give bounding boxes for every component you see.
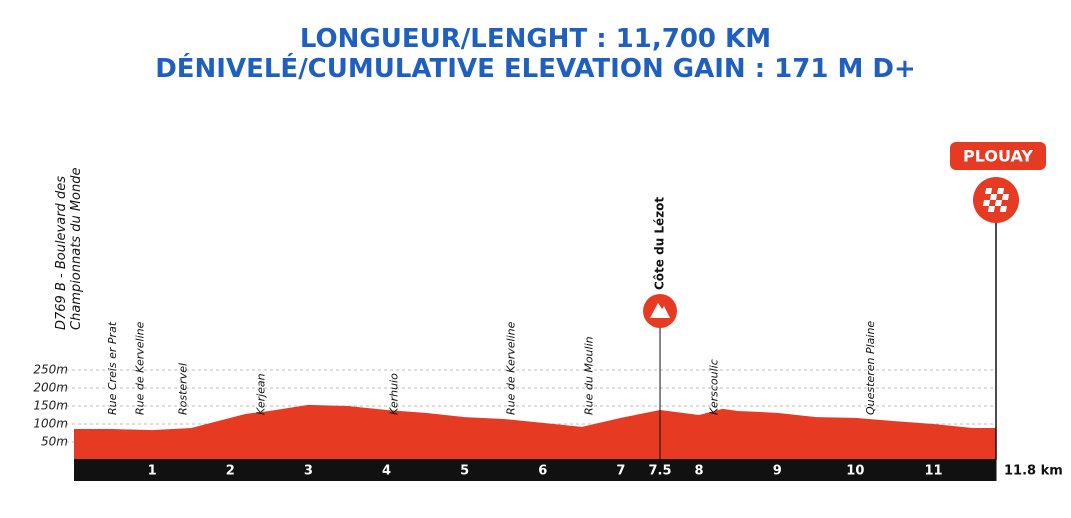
place-label: Rue de Kerveline [505,321,518,415]
y-tick-label: 150m [33,399,68,413]
x-tick-label: 8 [695,464,704,479]
place-label: Kerhuio [387,373,400,415]
x-tick-label: 4 [382,464,391,479]
y-tick-label: 50m [41,435,68,449]
finish-checker [982,200,990,206]
finish-checker [987,206,995,212]
x-tick-label: 11.8 km [1004,464,1063,479]
climb-mountain [650,303,671,318]
x-axis-bar [74,459,996,481]
subtitle: DÉNIVELÉ/CUMULATIVE ELEVATION GAIN : 171… [155,54,916,84]
title: LONGUEUR/LENGHT : 11,700 KM [299,24,772,54]
x-tick-label: 9 [773,464,782,479]
x-tick-label: 5 [460,464,469,479]
x-tick-label: 11 [924,464,942,479]
finish-checker [999,206,1007,212]
y-tick-label: 100m [33,417,68,431]
y-tick-label: 200m [33,381,68,395]
place-label: Rue du Moulin [583,336,596,415]
x-tick-label: 1 [148,464,157,479]
finish-checker [994,200,1002,206]
finish-label: PLOUAY [963,147,1033,166]
x-tick-label: 3 [304,464,313,479]
elevation-area [74,404,996,460]
finish-checker [990,194,998,200]
climb-label: Côte du Lézot [653,197,667,290]
place-label: Rue Creis er Prat [106,321,119,415]
place-label: Rostervel [176,363,189,415]
x-tick-label: 7 [616,464,625,479]
place-label: Questeren Plaine [864,321,877,415]
x-tick-label: 7.5 [649,464,672,479]
finish-checker [1002,194,1010,200]
place-label: Kerjean [255,373,268,415]
x-tick-label: 2 [226,464,235,479]
place-label: Rue de Kerveline [133,321,146,415]
finish-checker [985,188,993,194]
finish-box [950,142,1046,170]
y-tick-label: 250m [33,363,68,377]
x-tick-label: 6 [538,464,547,479]
finish-checker [997,188,1005,194]
x-tick-label: 10 [846,464,864,479]
place-label: Kerscoulic [708,359,721,415]
